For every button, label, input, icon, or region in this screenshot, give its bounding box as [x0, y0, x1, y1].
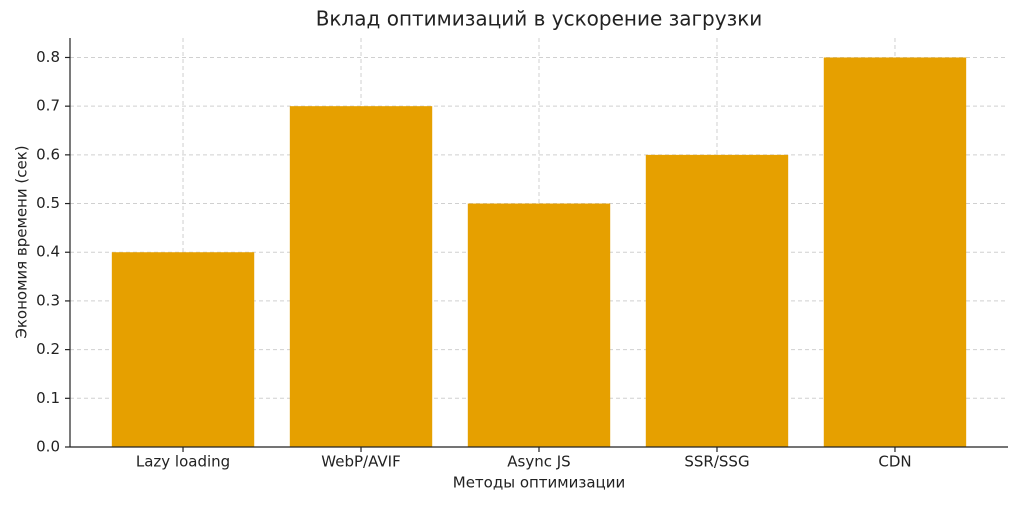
y-tick-label: 0.1	[36, 389, 60, 407]
y-tick-label: 0.7	[36, 97, 60, 115]
x-tick-label: SSR/SSG	[684, 453, 749, 471]
y-tick-label: 0.6	[36, 145, 60, 163]
x-tick-label: Async JS	[507, 453, 570, 471]
bar	[823, 57, 967, 447]
y-tick-label: 0.5	[36, 194, 60, 212]
y-tick-label: 0.0	[36, 438, 60, 456]
bar	[111, 252, 255, 447]
y-tick-label: 0.3	[36, 291, 60, 309]
y-tick-label: 0.8	[36, 48, 60, 66]
x-tick-label: Lazy loading	[136, 453, 230, 471]
chart-title: Вклад оптимизаций в ускорение загрузки	[316, 7, 763, 31]
bar	[645, 154, 789, 447]
y-tick-label: 0.4	[36, 243, 60, 261]
x-tick-label: CDN	[878, 453, 911, 471]
x-tick-label: WebP/AVIF	[321, 453, 400, 471]
bar	[289, 106, 433, 448]
y-axis-label: Экономия времени (сек)	[13, 145, 31, 338]
bar	[467, 203, 611, 447]
x-axis-label: Методы оптимизации	[453, 474, 625, 492]
y-tick-label: 0.2	[36, 340, 60, 358]
